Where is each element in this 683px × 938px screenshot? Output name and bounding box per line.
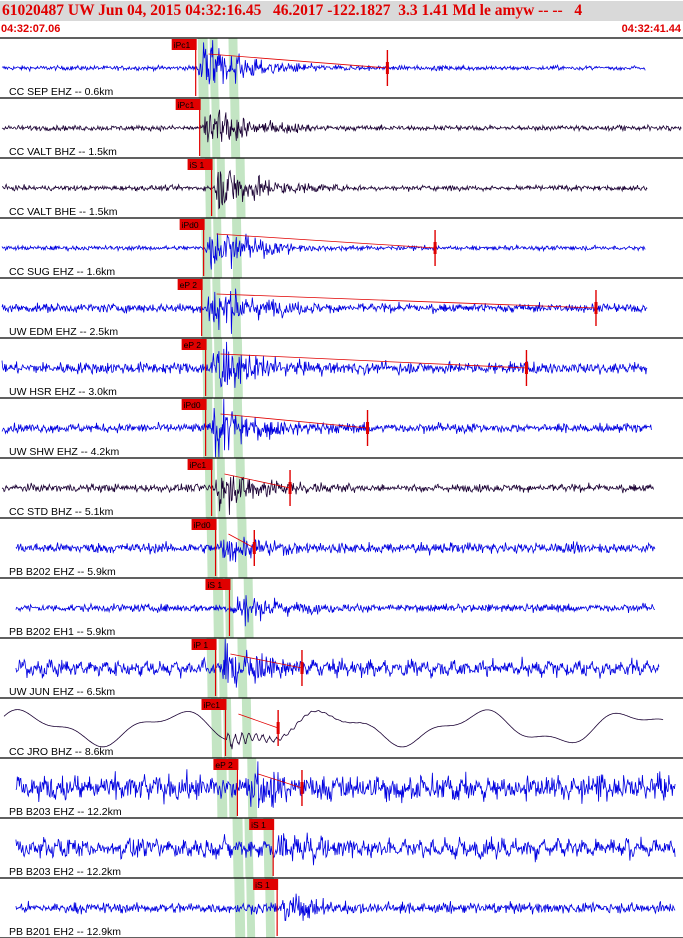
coda-decay-line <box>220 413 368 429</box>
event-summary-bar: 61020487 UW Jun 04, 2015 04:32:16.45 46.… <box>0 1 683 21</box>
pick-label: iS 1 <box>251 820 266 830</box>
pick-label-box <box>213 759 239 770</box>
coda-decay-line <box>216 293 597 309</box>
coda-decay-line <box>228 533 255 549</box>
waveform-trace <box>15 536 656 563</box>
waveform-trace <box>15 595 655 627</box>
station-label: PB B203 EHZ -- 12.2km <box>9 806 122 818</box>
pick-label: iPd0 <box>194 520 211 530</box>
pick-label-box <box>181 399 207 410</box>
coda-marker-box <box>594 302 598 314</box>
pick-label-box <box>249 819 275 830</box>
pick-label-box <box>177 279 203 290</box>
coda-decay-line <box>230 653 303 669</box>
coda-marker-box <box>288 482 292 494</box>
pick-label: iS 1 <box>207 580 222 590</box>
waveform-trace <box>1 341 648 388</box>
pick-label: iPc1 <box>174 40 191 50</box>
event-summary-text: 61020487 UW Jun 04, 2015 04:32:16.45 46.… <box>2 2 583 19</box>
station-label: PB B201 EH2 -- 12.9km <box>9 926 121 938</box>
station-label: PB B202 EH1 -- 5.9km <box>9 626 115 638</box>
pick-label-box <box>201 699 227 710</box>
coda-marker-box <box>366 422 370 434</box>
waveform-trace <box>3 709 664 750</box>
pick-label: iPc1 <box>203 700 220 710</box>
waveform-trace <box>1 109 682 143</box>
coda-marker-box <box>276 722 280 734</box>
station-label: UW SHW EHZ -- 4.2km <box>9 446 119 458</box>
coda-decay-line <box>216 233 436 249</box>
waveform-trace <box>1 169 648 210</box>
pick-label: iPd0 <box>182 220 199 230</box>
coda-marker-box <box>252 542 256 554</box>
pick-label: iPc1 <box>190 460 207 470</box>
waveform-trace <box>1 288 648 334</box>
pick-label-box <box>179 219 205 230</box>
pick-label-box <box>181 339 207 350</box>
waveform-trace <box>1 40 646 85</box>
p-arrival-band <box>197 38 246 938</box>
station-label: UW EDM EHZ -- 2.5km <box>9 326 118 338</box>
pick-label-box <box>171 39 197 50</box>
station-label: CC SEP EHZ -- 0.6km <box>9 86 113 98</box>
pick-label: iS 1 <box>255 880 270 890</box>
pick-label: iS 1 <box>190 160 205 170</box>
pick-label-box <box>175 99 201 110</box>
station-label: CC VALT BHE -- 1.5km <box>9 206 118 218</box>
pick-label-box <box>191 639 217 650</box>
pick-label: eP 2 <box>184 340 202 350</box>
waveform-trace <box>15 832 676 866</box>
station-label: CC SUG EHZ -- 1.6km <box>9 266 115 278</box>
waveform-trace <box>15 638 660 688</box>
pick-label-box <box>187 459 213 470</box>
station-label: CC JRO BHZ -- 8.6km <box>9 746 114 758</box>
coda-decay-line <box>258 773 303 789</box>
pick-label: iPc1 <box>178 100 195 110</box>
coda-decay-line <box>208 53 388 69</box>
end-time-label: 04:32:41.44 <box>621 23 681 35</box>
pick-label: eP 2 <box>180 280 198 290</box>
waveform-trace <box>15 893 676 921</box>
coda-marker-box <box>385 62 389 74</box>
start-time-label: 04:32:07.06 <box>1 23 61 35</box>
s-arrival-band <box>209 38 256 938</box>
station-label: CC VALT BHZ -- 1.5km <box>9 146 117 158</box>
coda-decay-line <box>220 353 527 369</box>
pick-label-box <box>191 519 217 530</box>
station-label: PB B202 EHZ -- 5.9km <box>9 566 116 578</box>
station-label: PB B203 EH2 -- 12.2km <box>9 866 121 878</box>
waveform-trace <box>15 761 676 809</box>
coda-marker-box <box>433 242 437 254</box>
waveform-trace <box>1 233 646 270</box>
station-label: CC STD BHZ -- 5.1km <box>9 506 114 518</box>
station-label: UW JUN EHZ -- 6.5km <box>9 686 115 698</box>
pick-label: iPd0 <box>184 400 201 410</box>
coda-marker-box <box>300 662 304 674</box>
coda-decay-line <box>238 713 279 729</box>
station-label: UW HSR EHZ -- 3.0km <box>9 386 117 398</box>
waveform-trace <box>1 475 654 515</box>
pick-label-box <box>187 159 213 170</box>
pick-label: eP 2 <box>215 760 233 770</box>
secondary-arrival-band <box>228 38 276 938</box>
coda-decay-line <box>224 473 291 489</box>
pick-label-box <box>205 579 231 590</box>
coda-marker-box <box>300 782 304 794</box>
event-header: 61020487 UW Jun 04, 2015 04:32:16.45 46.… <box>0 0 683 38</box>
pick-label: iP 1 <box>194 640 209 650</box>
pick-label-box <box>253 879 279 890</box>
coda-marker-box <box>524 362 528 374</box>
